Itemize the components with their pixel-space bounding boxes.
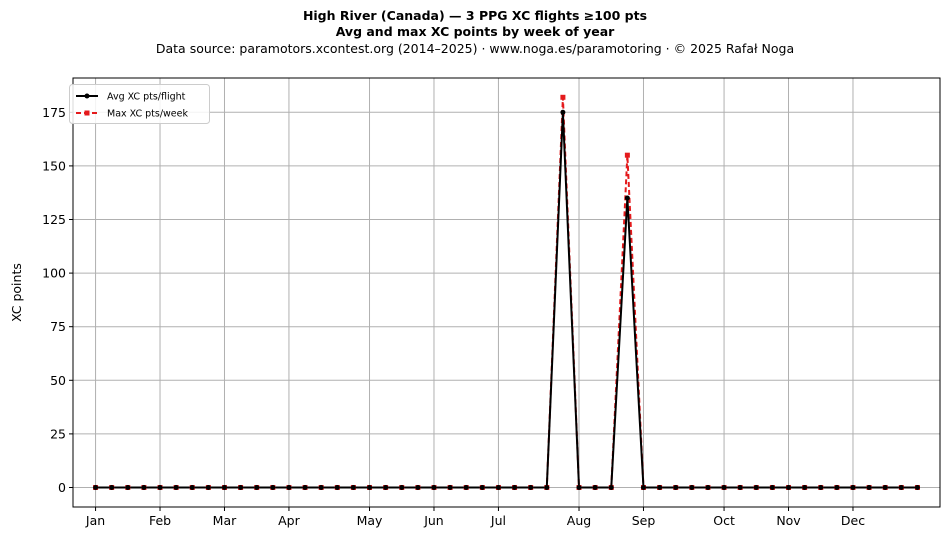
legend: Avg XC pts/flight Max XC pts/week — [69, 84, 210, 124]
max-point — [624, 152, 630, 158]
x-tick-label: Dec — [841, 513, 865, 528]
chart-subtitle: Avg and max XC points by week of year — [335, 24, 615, 39]
avg-point — [802, 484, 808, 490]
avg-point — [737, 484, 743, 490]
avg-point — [334, 484, 340, 490]
x-tick-label: Mar — [213, 513, 237, 528]
avg-point — [286, 484, 292, 490]
x-tick-label: Oct — [713, 513, 735, 528]
avg-point — [608, 484, 614, 490]
x-tick-label: Jul — [490, 513, 506, 528]
avg-point — [205, 484, 211, 490]
avg-point — [624, 195, 630, 201]
avg-point — [221, 484, 227, 490]
grid — [73, 78, 940, 507]
avg-point — [367, 484, 373, 490]
chart-source: Data source: paramotors.xcontest.org (20… — [155, 41, 795, 56]
avg-point — [544, 484, 550, 490]
avg-point — [721, 484, 727, 490]
axes: 0 25 50 75 100 125 150 175 Jan Feb Mar Apr May Jun Jul… — [42, 105, 865, 528]
series-layer — [93, 94, 920, 490]
avg-point — [399, 484, 405, 490]
avg-point — [254, 484, 260, 490]
avg-point — [914, 484, 920, 490]
y-tick-label: 150 — [42, 158, 66, 173]
x-tick-label: Jan — [85, 513, 105, 528]
plot-frame — [72, 77, 941, 508]
y-tick-label: 125 — [42, 212, 66, 227]
avg-point — [882, 484, 888, 490]
legend-avg-marker — [84, 93, 90, 99]
x-tick-label: Feb — [149, 513, 171, 528]
avg-point — [463, 484, 469, 490]
avg-point — [141, 484, 147, 490]
y-tick-label: 175 — [42, 105, 66, 120]
legend-max-label: Max XC pts/week — [107, 109, 188, 120]
y-tick-label: 50 — [50, 373, 66, 388]
avg-point — [415, 484, 421, 490]
avg-point — [189, 484, 195, 490]
avg-point — [753, 484, 759, 490]
avg-point — [447, 484, 453, 490]
legend-max-marker — [84, 110, 90, 116]
chart-title: High River (Canada) — 3 PPG XC flights ≥… — [302, 8, 648, 23]
avg-point — [93, 484, 99, 490]
avg-point — [898, 484, 904, 490]
avg-point — [560, 109, 566, 115]
chart-titles: High River (Canada) — 3 PPG XC flights ≥… — [0, 8, 950, 57]
avg-point — [479, 484, 485, 490]
avg-point — [512, 484, 518, 490]
avg-point — [689, 484, 695, 490]
y-axis-label: XC points — [9, 263, 24, 322]
y-tick-label: 0 — [58, 480, 66, 495]
avg-series-line — [95, 111, 918, 489]
avg-point — [125, 484, 131, 490]
x-tick-label: Aug — [567, 513, 591, 528]
avg-point — [705, 484, 711, 490]
avg-point — [769, 484, 775, 490]
avg-point — [495, 484, 501, 490]
avg-point — [786, 484, 792, 490]
avg-point — [173, 484, 179, 490]
avg-point — [109, 484, 115, 490]
x-tick-label: Apr — [278, 513, 300, 528]
avg-point — [818, 484, 824, 490]
legend-frame — [69, 84, 210, 124]
legend-avg-label: Avg XC pts/flight — [107, 92, 186, 103]
x-tick-label: May — [357, 513, 383, 528]
avg-point — [673, 484, 679, 490]
y-tick-label: 25 — [50, 426, 66, 441]
avg-point — [270, 484, 276, 490]
x-tick-label: Nov — [776, 513, 801, 528]
max-point — [560, 94, 566, 100]
x-tick-label: Jun — [423, 513, 444, 528]
avg-point — [866, 484, 872, 490]
y-tick-label: 75 — [50, 319, 66, 334]
avg-point — [592, 484, 598, 490]
x-tick-label: Sep — [632, 513, 656, 528]
y-tick-label: 100 — [42, 266, 66, 281]
avg-point — [318, 484, 324, 490]
avg-point — [350, 484, 356, 490]
avg-point — [850, 484, 856, 490]
avg-point — [383, 484, 389, 490]
avg-point — [657, 484, 663, 490]
avg-point — [238, 484, 244, 490]
avg-point — [640, 484, 646, 490]
avg-point — [302, 484, 308, 490]
avg-point — [528, 484, 534, 490]
avg-point — [431, 484, 437, 490]
max-series-line — [95, 96, 918, 489]
avg-point — [576, 484, 582, 490]
avg-point — [834, 484, 840, 490]
avg-point — [157, 484, 163, 490]
